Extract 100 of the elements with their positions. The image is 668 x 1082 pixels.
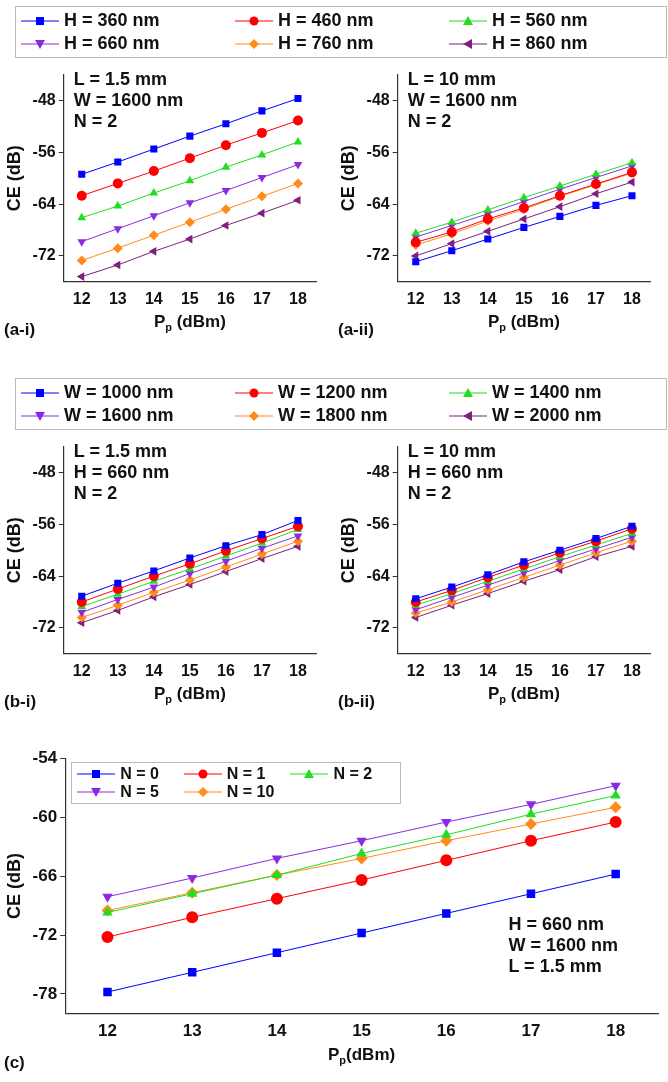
x-tick-label: 16	[551, 661, 569, 679]
y-tick-label: -54	[32, 747, 58, 767]
x-tick-label: 13	[108, 289, 127, 307]
x-axis-title: P$_{p}$(dBm)	[326, 1045, 397, 1067]
x-axis-title: P$_{p}$ (dBm)	[152, 684, 227, 706]
annotation: H = 660 nm	[407, 461, 504, 482]
legend-label: H = 360 nm	[64, 10, 160, 31]
x-tick-label: 16	[217, 661, 235, 679]
y-tick-label: -66	[32, 865, 58, 885]
x-tick-label: 15	[180, 661, 199, 679]
y-tick-label: -56	[32, 514, 56, 532]
y-tick-label: -72	[366, 246, 390, 264]
legend-label: H = 460 nm	[278, 10, 374, 31]
annotation: N = 2	[73, 482, 118, 503]
x-tick-label: 15	[352, 1021, 372, 1041]
x-tick-label: 18	[623, 661, 641, 679]
annotation: N = 2	[407, 110, 452, 131]
annotation: L = 10 mm	[407, 68, 496, 89]
annotation: L = 1.5 mm	[73, 68, 167, 89]
y-tick-label: -48	[32, 462, 56, 480]
legend-label: N = 0	[120, 765, 159, 784]
y-tick-label: -72	[32, 924, 58, 944]
x-tick-label: 12	[72, 661, 91, 679]
y-tick-label: -64	[366, 566, 390, 584]
y-tick-label: -56	[366, 142, 390, 160]
legend-label: N = 10	[226, 783, 275, 802]
legend-label: H = 760 nm	[278, 33, 374, 54]
annotation: N = 2	[407, 482, 452, 503]
x-tick-label: 13	[108, 661, 127, 679]
x-tick-label: 13	[442, 661, 461, 679]
annotation: L = 10 mm	[407, 440, 496, 461]
legend-label: H = 660 nm	[64, 33, 160, 54]
annotation: H = 660 nm	[73, 461, 170, 482]
text: (b-i)	[4, 692, 37, 712]
y-tick-label: -60	[32, 806, 58, 826]
y-tick-label: -64	[32, 566, 56, 584]
y-tick-label: -78	[32, 983, 58, 1003]
y-tick-label: -56	[32, 142, 56, 160]
annotation: N = 2	[73, 110, 118, 131]
text: (c)	[4, 1053, 25, 1073]
x-tick-label: 14	[478, 661, 497, 679]
y-tick-label: -48	[32, 90, 56, 108]
text: (a-ii)	[338, 320, 374, 340]
x-tick-label: 18	[623, 289, 641, 307]
annotation: L = 1.5 mm	[508, 955, 602, 976]
y-tick-label: -72	[366, 618, 390, 636]
x-tick-label: 14	[144, 661, 163, 679]
legend-label: N = 5	[120, 783, 159, 802]
x-tick-label: 15	[514, 661, 533, 679]
annotation: W = 1600 nm	[73, 89, 184, 110]
annotation: H = 660 nm	[508, 913, 604, 934]
x-tick-label: 15	[514, 289, 533, 307]
text: (a-i)	[4, 320, 36, 340]
legend-label: W = 1600 nm	[64, 405, 174, 426]
legend-label: N = 2	[333, 765, 373, 784]
x-tick-label: 16	[217, 289, 235, 307]
y-tick-label: -48	[366, 462, 390, 480]
x-tick-label: 16	[436, 1021, 456, 1041]
x-tick-label: 18	[606, 1021, 626, 1041]
y-axis-title: CE (dB)	[337, 145, 358, 212]
legend-label: W = 1200 nm	[278, 382, 388, 403]
legend-label: N = 1	[226, 765, 266, 784]
x-tick-label: 17	[587, 289, 605, 307]
x-axis-title: P$_{p}$ (dBm)	[486, 684, 561, 706]
y-tick-label: -72	[32, 618, 56, 636]
legend-label: H = 560 nm	[492, 10, 588, 31]
annotation: L = 1.5 mm	[73, 440, 167, 461]
y-tick-label: -56	[366, 514, 390, 532]
x-tick-label: 12	[406, 661, 425, 679]
x-tick-label: 12	[98, 1021, 117, 1041]
x-tick-label: 14	[478, 289, 497, 307]
y-tick-label: -64	[32, 194, 56, 212]
x-tick-label: 18	[289, 289, 307, 307]
legend-label: W = 1400 nm	[492, 382, 602, 403]
x-tick-label: 13	[182, 1021, 202, 1041]
x-tick-label: 16	[551, 289, 569, 307]
y-axis-title: CE (dB)	[3, 852, 24, 919]
x-tick-label: 12	[406, 289, 425, 307]
annotation: W = 1600 nm	[508, 934, 618, 955]
y-tick-label: -72	[32, 246, 56, 264]
x-tick-label: 14	[267, 1021, 287, 1041]
y-tick-label: -64	[366, 194, 390, 212]
x-tick-label: 18	[289, 661, 307, 679]
x-tick-label: 12	[72, 289, 91, 307]
x-tick-label: 14	[144, 289, 163, 307]
x-tick-label: 15	[180, 289, 199, 307]
y-axis-title: CE (dB)	[337, 517, 358, 584]
legend-label: W = 1800 nm	[278, 405, 388, 426]
x-axis-title: P$_{p}$ (dBm)	[486, 312, 561, 334]
legend-label: W = 1000 nm	[64, 382, 174, 403]
y-tick-label: -48	[366, 90, 390, 108]
y-axis-title: CE (dB)	[3, 517, 24, 584]
text: (b-ii)	[338, 692, 375, 712]
x-tick-label: 13	[442, 289, 461, 307]
annotation: W = 1600 nm	[407, 89, 518, 110]
x-tick-label: 17	[521, 1021, 541, 1041]
legend-label: W = 2000 nm	[492, 405, 602, 426]
x-tick-label: 17	[587, 661, 605, 679]
y-axis-title: CE (dB)	[3, 145, 24, 212]
legend-label: H = 860 nm	[492, 33, 588, 54]
